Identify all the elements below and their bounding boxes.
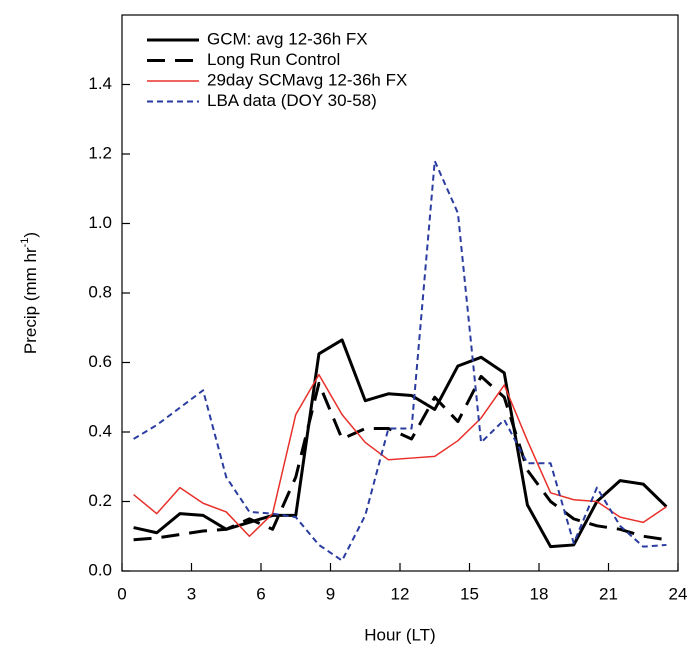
x-tick-label: 12 (391, 584, 410, 603)
y-tick-label: 0.8 (88, 282, 112, 301)
y-tick-label: 0.6 (88, 352, 112, 371)
x-tick-label: 15 (460, 584, 479, 603)
series-line (133, 373, 667, 537)
x-tick-label: 6 (256, 584, 265, 603)
plot-frame (121, 14, 679, 572)
y-tick-label: 0.4 (88, 421, 112, 440)
y-label-sup: -1 (19, 238, 31, 248)
y-tick-label: 0.2 (88, 491, 112, 510)
y-tick-label: 0.0 (88, 560, 112, 579)
x-axis-label: Hour (LT) (364, 625, 435, 644)
y-label-suffix: ) (21, 232, 40, 238)
y-axis-label: Precip (mm hr-1) (19, 232, 41, 354)
x-tick-label: 0 (117, 584, 126, 603)
series-line (133, 374, 667, 542)
legend-label: 29day SCMavg 12-36h FX (207, 70, 407, 89)
legend-label: LBA data (DOY 30-58) (207, 91, 377, 110)
x-tick-label: 3 (187, 584, 196, 603)
x-tick-label: 24 (669, 584, 688, 603)
x-tick-label: 9 (326, 584, 335, 603)
x-tick-label: 21 (599, 584, 618, 603)
series-line (133, 338, 668, 549)
legend-label: Long Run Control (207, 50, 340, 69)
series-line (133, 159, 667, 562)
y-tick-label: 1.2 (88, 143, 112, 162)
y-tick-label: 1.0 (88, 213, 112, 232)
y-label-text: Precip (mm hr (21, 247, 40, 354)
legend-label: GCM: avg 12-36h FX (207, 29, 368, 48)
x-tick-label: 18 (530, 584, 549, 603)
y-tick-label: 1.4 (88, 74, 112, 93)
